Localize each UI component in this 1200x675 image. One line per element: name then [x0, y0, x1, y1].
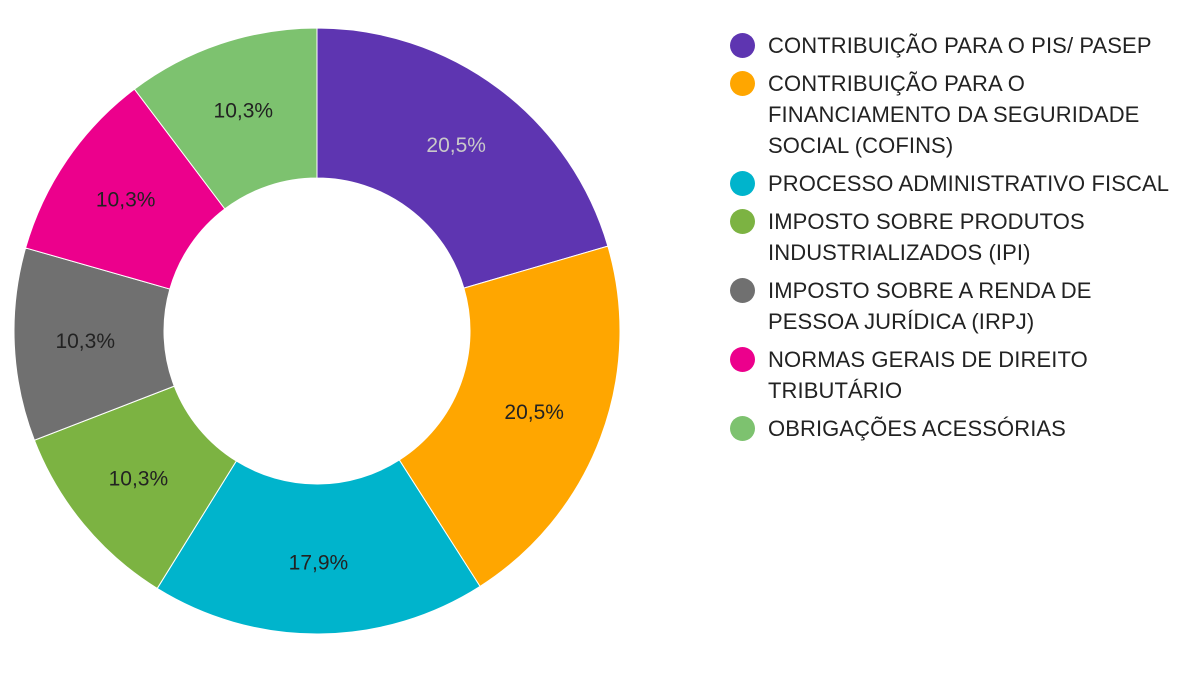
- legend-item-pis-pasep[interactable]: CONTRIBUIÇÃO PARA O PIS/ PASEP: [730, 30, 1180, 61]
- legend-swatch: [730, 209, 755, 234]
- donut-slice-2[interactable]: [398, 245, 621, 588]
- legend-item-obrigacoes-acessorias[interactable]: OBRIGAÇÕES ACESSÓRIAS: [730, 413, 1180, 444]
- legend-label: CONTRIBUIÇÃO PARA O FINANCIAMENTO DA SEG…: [768, 71, 1140, 158]
- slice-value-label-1: 20,5%: [426, 134, 486, 157]
- legend-item-ipi[interactable]: IMPOSTO SOBRE PRODUTOS INDUSTRIALIZADOS …: [730, 206, 1180, 268]
- donut-slice-3[interactable]: [156, 459, 481, 635]
- legend-swatch: [730, 71, 755, 96]
- slice-value-label-3: 17,9%: [289, 551, 349, 574]
- legend-item-irpj[interactable]: IMPOSTO SOBRE A RENDA DE PESSOA JURÍDICA…: [730, 275, 1180, 337]
- slice-value-label-7: 10,3%: [214, 100, 274, 123]
- chart-legend: CONTRIBUIÇÃO PARA O PIS/ PASEP CONTRIBUI…: [730, 30, 1180, 451]
- donut-chart-svg: 20,5% 20,5% 17,9% 10,3% 10,3% 10,3% 10,3%: [13, 27, 621, 635]
- slice-value-label-5: 10,3%: [55, 330, 115, 353]
- legend-swatch: [730, 416, 755, 441]
- legend-swatch: [730, 347, 755, 372]
- slice-value-label-2: 20,5%: [504, 401, 564, 424]
- legend-item-processo-administrativo-fiscal[interactable]: PROCESSO ADMINISTRATIVO FISCAL: [730, 168, 1180, 199]
- legend-label: CONTRIBUIÇÃO PARA O PIS/ PASEP: [768, 33, 1152, 58]
- legend-swatch: [730, 278, 755, 303]
- legend-label: NORMAS GERAIS DE DIREITO TRIBUTÁRIO: [768, 347, 1088, 403]
- legend-item-cofins[interactable]: CONTRIBUIÇÃO PARA O FINANCIAMENTO DA SEG…: [730, 68, 1180, 161]
- slice-value-label-4: 10,3%: [109, 468, 169, 491]
- legend-item-normas-gerais[interactable]: NORMAS GERAIS DE DIREITO TRIBUTÁRIO: [730, 344, 1180, 406]
- legend-label: OBRIGAÇÕES ACESSÓRIAS: [768, 416, 1066, 441]
- donut-slice-1[interactable]: [316, 27, 609, 289]
- legend-swatch: [730, 171, 755, 196]
- donut-slice-7[interactable]: [133, 27, 318, 210]
- donut-chart: 20,5% 20,5% 17,9% 10,3% 10,3% 10,3% 10,3%: [13, 27, 621, 635]
- legend-label: IMPOSTO SOBRE PRODUTOS INDUSTRIALIZADOS …: [768, 209, 1085, 265]
- legend-label: PROCESSO ADMINISTRATIVO FISCAL: [768, 171, 1170, 196]
- legend-label: IMPOSTO SOBRE A RENDA DE PESSOA JURÍDICA…: [768, 278, 1092, 334]
- slice-value-label-6: 10,3%: [96, 188, 156, 211]
- legend-swatch: [730, 33, 755, 58]
